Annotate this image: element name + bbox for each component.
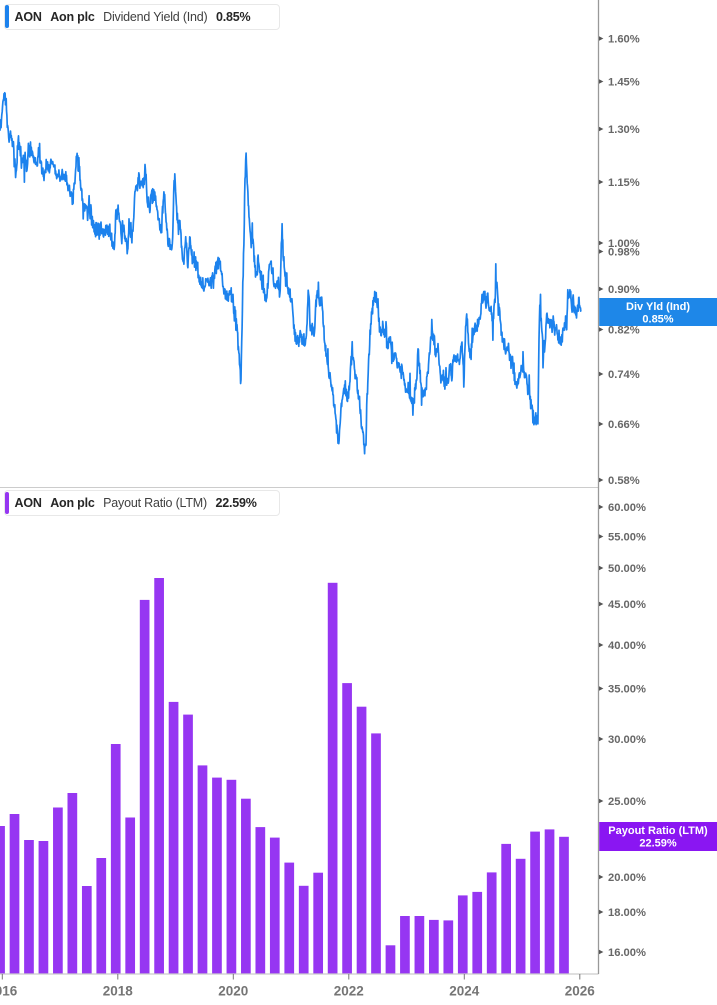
svg-text:50.00%: 50.00%: [608, 563, 646, 575]
svg-text:45.00%: 45.00%: [608, 599, 646, 611]
svg-text:0.90%: 0.90%: [608, 284, 640, 296]
svg-text:1.45%: 1.45%: [608, 76, 640, 88]
svg-text:55.00%: 55.00%: [608, 531, 646, 543]
svg-text:30.00%: 30.00%: [608, 734, 646, 746]
svg-text:60.00%: 60.00%: [608, 502, 646, 514]
svg-text:0.58%: 0.58%: [608, 475, 640, 487]
svg-text:Div Yld (Ind): Div Yld (Ind): [626, 301, 690, 313]
svg-text:20.00%: 20.00%: [608, 872, 646, 884]
svg-text:0.74%: 0.74%: [608, 369, 640, 381]
svg-text:40.00%: 40.00%: [608, 640, 646, 652]
svg-text:0.66%: 0.66%: [608, 419, 640, 431]
svg-text:35.00%: 35.00%: [608, 683, 646, 695]
svg-text:Payout Ratio (LTM): Payout Ratio (LTM): [608, 825, 708, 837]
svg-text:0.98%: 0.98%: [608, 246, 640, 258]
svg-text:22.59%: 22.59%: [639, 838, 677, 850]
svg-text:1.30%: 1.30%: [608, 124, 640, 136]
svg-text:25.00%: 25.00%: [608, 796, 646, 808]
svg-text:1.15%: 1.15%: [608, 177, 640, 189]
svg-text:2016: 2016: [0, 984, 18, 999]
svg-text:1.60%: 1.60%: [608, 33, 640, 45]
svg-text:0.82%: 0.82%: [608, 324, 640, 336]
svg-text:2022: 2022: [334, 984, 364, 999]
svg-text:1.00%: 1.00%: [608, 238, 640, 250]
svg-text:2026: 2026: [565, 984, 596, 999]
svg-text:0.85%: 0.85%: [642, 314, 673, 326]
svg-text:18.00%: 18.00%: [608, 907, 646, 919]
svg-text:16.00%: 16.00%: [608, 947, 646, 959]
svg-text:2024: 2024: [449, 984, 480, 999]
svg-text:2018: 2018: [103, 984, 134, 999]
svg-text:2020: 2020: [218, 984, 248, 999]
